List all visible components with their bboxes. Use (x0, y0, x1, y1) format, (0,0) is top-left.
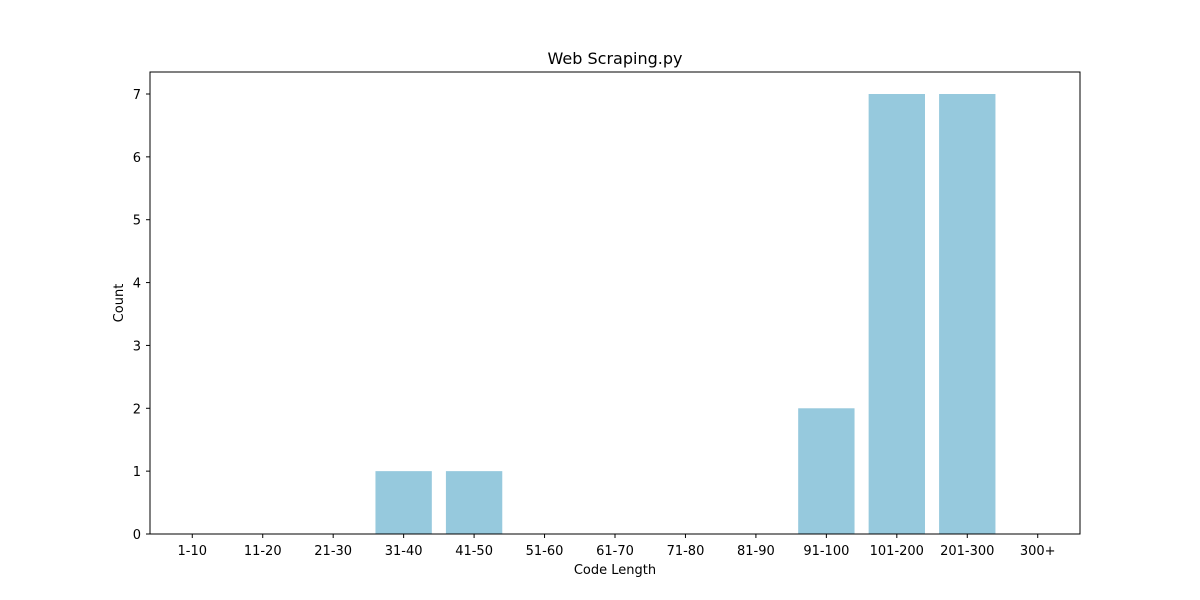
x-tick-label: 71-80 (667, 544, 705, 559)
x-tick-label: 1-10 (178, 544, 208, 559)
x-tick-label: 300+ (1020, 544, 1056, 559)
bar-31-40 (375, 471, 432, 534)
y-axis-label: Count (112, 284, 127, 323)
x-tick-label: 201-300 (940, 544, 994, 559)
x-tick-label: 81-90 (737, 544, 775, 559)
x-tick-label: 101-200 (870, 544, 924, 559)
y-tick-label: 5 (133, 214, 141, 229)
bar-101-200 (868, 94, 925, 534)
y-tick-label: 1 (133, 465, 141, 480)
x-tick-label: 91-100 (803, 544, 849, 559)
bar-41-50 (445, 471, 503, 534)
bar-201-300 (939, 94, 996, 534)
chart-title: Web Scraping.py (548, 49, 683, 68)
x-axis-label: Code Length (574, 563, 656, 578)
x-tick-label: 21-30 (314, 544, 352, 559)
y-tick-label: 0 (133, 528, 141, 543)
x-tick-label: 31-40 (385, 544, 423, 559)
bars-group (375, 94, 996, 534)
bar-91-100 (798, 408, 855, 534)
y-tick-label: 7 (133, 88, 141, 103)
y-tick-label: 4 (133, 277, 141, 292)
y-tick-label: 3 (133, 339, 141, 354)
x-tick-label: 11-20 (244, 544, 282, 559)
x-tick-label: 51-60 (526, 544, 564, 559)
x-tick-label: 61-70 (596, 544, 634, 559)
y-axis: 0 1 2 3 4 5 6 7 (133, 88, 150, 543)
y-tick-label: 2 (133, 402, 141, 417)
y-tick-label: 6 (133, 151, 141, 166)
x-tick-label: 41-50 (455, 544, 493, 559)
x-axis: 1-10 11-20 21-30 31-40 41-50 51-60 61-70 71-80 8… (178, 534, 1056, 559)
